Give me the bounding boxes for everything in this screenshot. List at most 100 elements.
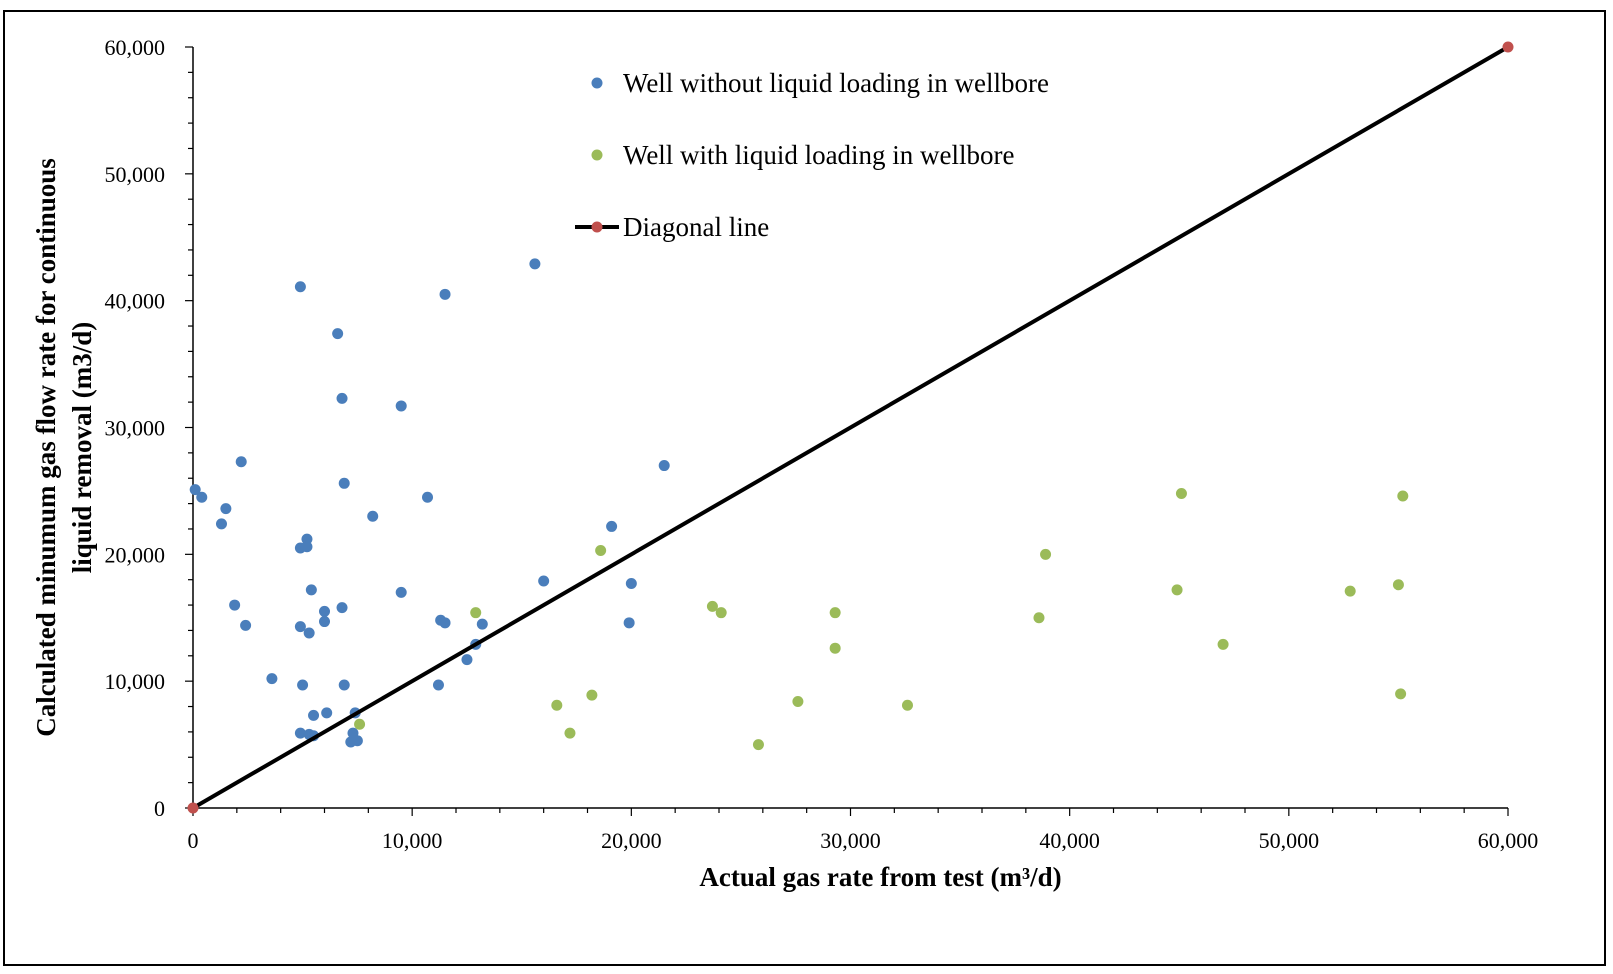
data-point xyxy=(321,707,333,719)
data-point xyxy=(470,607,482,619)
legend-item: Well without liquid loading in wellbore xyxy=(591,68,1049,98)
data-point xyxy=(564,727,576,739)
data-point xyxy=(439,617,451,629)
data-point xyxy=(586,689,598,701)
data-point xyxy=(297,679,309,691)
data-point xyxy=(338,679,350,691)
data-point xyxy=(529,258,541,270)
data-point xyxy=(308,709,320,721)
data-point xyxy=(303,627,315,639)
data-point xyxy=(706,600,718,612)
data-point xyxy=(319,616,330,628)
data-point xyxy=(294,727,306,739)
data-point xyxy=(476,618,488,630)
data-point xyxy=(235,456,247,468)
x-tick-label: 50,000 xyxy=(1259,828,1320,853)
y-tick-label: 30,000 xyxy=(105,416,166,441)
legend-marker xyxy=(591,77,603,89)
data-point xyxy=(538,575,550,587)
data-point xyxy=(1175,487,1187,499)
y-tick-label: 20,000 xyxy=(105,542,166,567)
data-point xyxy=(1392,579,1404,591)
series-2 xyxy=(187,41,1514,814)
y-axis-title: Calculated minumum gas flow rate for con… xyxy=(31,158,97,737)
data-point xyxy=(606,520,618,532)
data-point xyxy=(336,392,348,404)
data-point xyxy=(319,605,330,617)
data-point xyxy=(1397,490,1409,502)
data-point xyxy=(301,541,313,553)
y-tick-label: 0 xyxy=(154,796,165,821)
legend: Well without liquid loading in wellbore W… xyxy=(575,68,1049,242)
data-point xyxy=(1040,548,1052,560)
chart-frame: 0 10,000 20,000 30,000 40,000 50,000 60,000 0 10… xyxy=(3,10,1606,966)
data-point xyxy=(189,484,201,496)
legend-item: Diagonal line xyxy=(575,212,769,242)
data-point xyxy=(367,510,379,522)
x-tick-label: 20,000 xyxy=(601,828,662,853)
data-point xyxy=(266,673,278,685)
diagonal-endpoint xyxy=(187,802,199,814)
data-point xyxy=(301,533,313,545)
scatter-chart: 0 10,000 20,000 30,000 40,000 50,000 60,000 0 10… xyxy=(31,35,1539,892)
data-point xyxy=(294,621,306,633)
data-point xyxy=(829,607,841,619)
y-tick-label: 10,000 xyxy=(105,669,166,694)
x-tick-label: 40,000 xyxy=(1039,828,1100,853)
data-point xyxy=(305,584,317,596)
tick-labels: 0 10,000 20,000 30,000 40,000 50,000 60,000 0 10… xyxy=(105,35,1539,853)
data-point xyxy=(432,679,444,691)
data-point xyxy=(658,460,670,472)
data-point xyxy=(439,288,451,300)
data-point xyxy=(351,735,363,747)
y-tick-label: 50,000 xyxy=(105,162,166,187)
legend-label: Diagonal line xyxy=(623,212,769,242)
legend-label: Well with liquid loading in wellbore xyxy=(623,140,1015,170)
data-point xyxy=(623,617,635,629)
x-tick-label: 60,000 xyxy=(1478,828,1539,853)
x-tick-label: 30,000 xyxy=(820,828,881,853)
y-tick-label: 60,000 xyxy=(105,35,166,60)
data-point xyxy=(792,695,804,707)
data-point xyxy=(1171,584,1183,596)
data-point xyxy=(715,607,727,619)
legend-item: Well with liquid loading in wellbore xyxy=(591,140,1015,170)
legend-marker xyxy=(591,149,603,161)
data-point xyxy=(220,503,232,515)
y-axis-title-line: liquid removal (m3/d) xyxy=(67,322,97,574)
data-point xyxy=(829,642,841,654)
y-tick-label: 40,000 xyxy=(105,289,166,314)
data-point xyxy=(1033,612,1045,624)
y-axis-title-line: Calculated minumum gas flow rate for con… xyxy=(31,158,61,737)
data-point xyxy=(294,281,306,293)
data-point xyxy=(240,619,252,631)
data-point xyxy=(395,400,407,412)
data-point xyxy=(625,578,637,590)
data-point xyxy=(595,545,607,557)
data-point xyxy=(336,602,348,614)
x-axis-title: Actual gas rate from test (m³/d) xyxy=(699,862,1061,892)
series-1 xyxy=(354,487,1409,751)
data-point xyxy=(752,739,764,751)
x-tick-label: 0 xyxy=(188,828,199,853)
data-series xyxy=(187,41,1514,814)
data-point xyxy=(332,328,344,340)
data-point xyxy=(901,699,913,711)
data-point xyxy=(354,718,366,730)
data-point xyxy=(551,699,563,711)
data-point xyxy=(215,518,227,530)
data-point xyxy=(229,599,241,611)
diagonal-line xyxy=(191,45,1510,810)
data-point xyxy=(395,586,407,598)
legend-label: Well without liquid loading in wellbore xyxy=(623,68,1049,98)
data-point xyxy=(196,491,208,503)
series-0 xyxy=(189,258,670,748)
data-point xyxy=(461,654,473,666)
data-point xyxy=(1217,638,1229,650)
diagonal-endpoint xyxy=(1502,41,1514,53)
data-point xyxy=(1344,585,1356,597)
legend-marker xyxy=(591,221,603,233)
axes xyxy=(185,46,1509,816)
data-point xyxy=(422,491,434,503)
data-point xyxy=(1395,688,1407,700)
